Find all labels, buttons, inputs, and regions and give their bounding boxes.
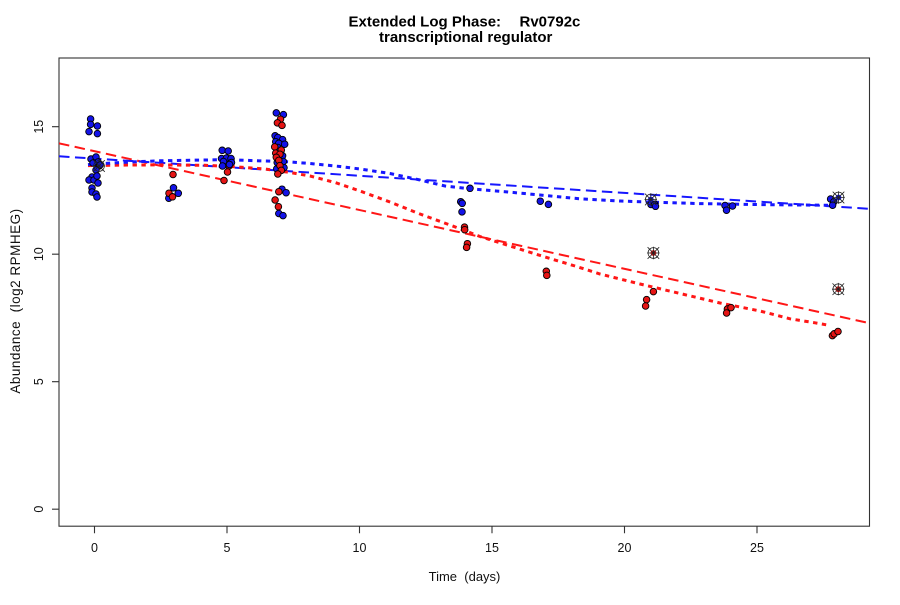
svg-text:15: 15 xyxy=(485,541,499,555)
svg-text:5: 5 xyxy=(224,541,231,555)
svg-text:Abundance (log2 RPMHEG): Abundance (log2 RPMHEG) xyxy=(8,208,23,393)
svg-text:15: 15 xyxy=(32,120,46,134)
svg-text:Extended Log Phase:: Extended Log Phase: xyxy=(349,14,502,31)
svg-text:Time (days): Time (days) xyxy=(429,569,501,584)
svg-text:10: 10 xyxy=(32,247,46,261)
svg-text:0: 0 xyxy=(91,541,98,555)
svg-text:Rv0792c: Rv0792c xyxy=(520,14,581,31)
svg-text:5: 5 xyxy=(32,378,46,385)
svg-text:10: 10 xyxy=(353,541,367,555)
svg-text:transcriptional regulator: transcriptional regulator xyxy=(379,29,553,46)
svg-text:0: 0 xyxy=(32,506,46,513)
svg-text:25: 25 xyxy=(750,541,764,555)
svg-text:20: 20 xyxy=(618,541,632,555)
